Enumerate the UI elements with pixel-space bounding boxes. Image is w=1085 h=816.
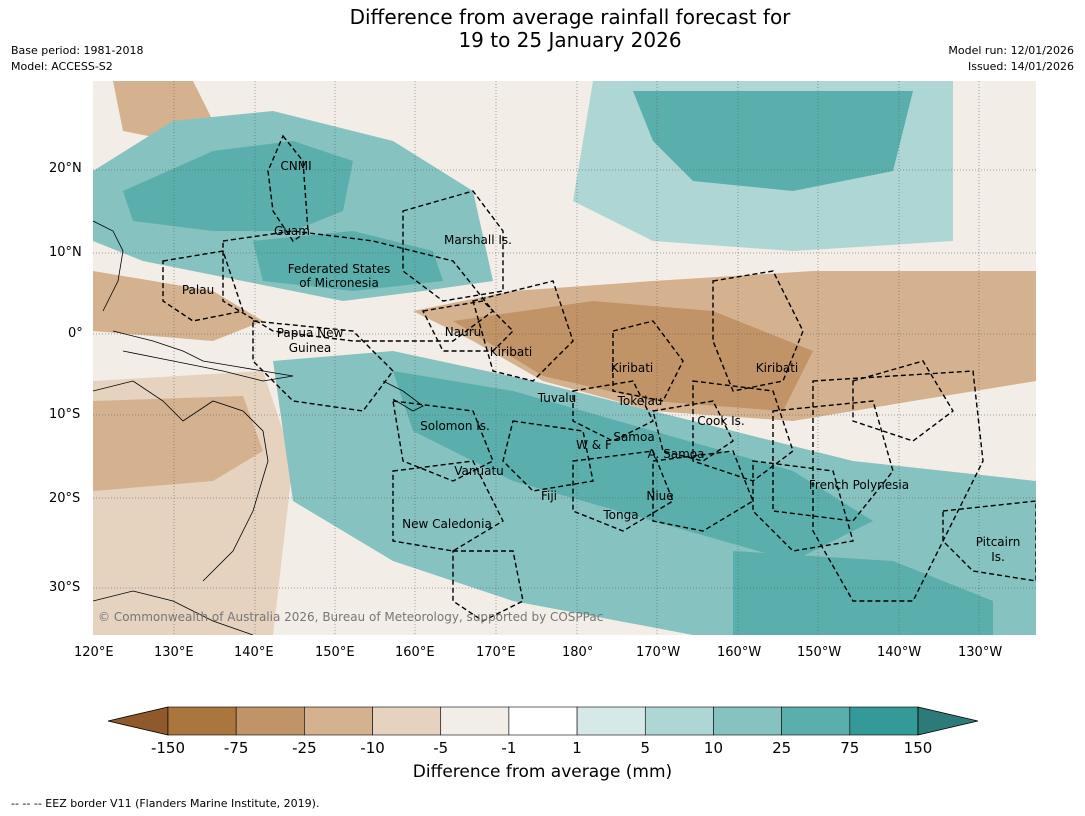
title-line-1: Difference from average rainfall forecas… xyxy=(349,5,791,29)
title-line-2: 19 to 25 January 2026 xyxy=(458,28,682,52)
lon-tick: 130°W xyxy=(958,645,1003,660)
colorbar-swatch xyxy=(167,706,237,736)
region-label: Kiribati xyxy=(489,345,533,359)
eez-legend-text: -- -- -- EEZ border V11 (Flanders Marine… xyxy=(11,797,320,810)
region-label: Tokelau xyxy=(617,394,663,408)
lon-tick: 140°E xyxy=(234,645,274,660)
base-period-text: Base period: 1981-2018 xyxy=(11,44,144,57)
map-canvas xyxy=(93,81,1036,635)
colorbar-swatch xyxy=(713,706,782,736)
lon-tick: 180° xyxy=(562,645,594,660)
lon-tick: 120°E xyxy=(74,645,114,660)
dry-zone-australia-inner xyxy=(93,396,263,491)
region-label: Fiji xyxy=(540,489,558,503)
region-label: Cook Is. xyxy=(697,414,745,428)
dry-zone-png xyxy=(93,271,263,341)
lon-tick: 150°W xyxy=(797,645,842,660)
region-label: Guam xyxy=(274,224,310,238)
region-label: Marshall Is. xyxy=(444,233,512,247)
colorbar-swatch xyxy=(235,706,305,736)
lat-tick: 0° xyxy=(68,326,83,341)
region-label: Samoa xyxy=(613,430,655,444)
region-label: Niue xyxy=(646,489,674,503)
colorbar-swatch xyxy=(849,706,919,736)
colorbar-title: Difference from average (mm) xyxy=(412,762,673,782)
region-label: Pitcairn xyxy=(975,535,1021,549)
colorbar-extend-high xyxy=(917,706,978,736)
colorbar xyxy=(108,706,978,736)
region-label: W & F xyxy=(576,438,612,452)
colorbar-swatch xyxy=(576,706,646,736)
lon-tick: 170°E xyxy=(476,645,516,660)
colorbar-swatch xyxy=(440,706,510,736)
region-label: A. Samoa xyxy=(647,447,705,461)
lat-tick: 10°N xyxy=(49,245,82,260)
lon-tick: 130°E xyxy=(154,645,194,660)
colorbar-label: 5 xyxy=(640,739,651,757)
region-label: Federated States xyxy=(287,262,391,276)
region-label: Kiribati xyxy=(610,361,654,375)
region-label: CNMI xyxy=(280,159,312,173)
colorbar-swatch xyxy=(508,706,578,736)
region-label: Is. xyxy=(991,550,1005,564)
region-label: Nauru xyxy=(444,325,482,339)
colorbar-swatch xyxy=(781,706,851,736)
region-label: French Polynesia xyxy=(808,478,910,492)
wet-zone-micronesia-core xyxy=(123,141,353,231)
colorbar-extend-low xyxy=(108,706,169,736)
colorbar-label: 25 xyxy=(772,739,792,757)
colorbar-label: -150 xyxy=(150,739,186,757)
map-title: Difference from average rainfall forecas… xyxy=(0,6,1085,52)
colorbar-swatch xyxy=(304,706,373,736)
lon-tick: 170°W xyxy=(636,645,681,660)
graticule xyxy=(93,81,1036,635)
dry-zone-equatorial-core xyxy=(453,301,813,411)
region-label: Guinea xyxy=(288,341,332,355)
region-label: Tuvalu xyxy=(537,391,577,405)
lon-tick: 150°E xyxy=(315,645,355,660)
lat-tick: 20°S xyxy=(49,491,81,506)
region-label: Vanuatu xyxy=(454,464,504,478)
colorbar-label: 75 xyxy=(840,739,860,757)
colorbar-label: -1 xyxy=(501,739,517,757)
colorbar-swatch xyxy=(372,706,442,736)
wet-zone-fsm xyxy=(253,231,443,291)
colorbar-label: -10 xyxy=(360,739,385,757)
colorbar-label: -5 xyxy=(433,739,449,757)
lat-tick: 30°S xyxy=(49,580,81,595)
lat-tick: 20°N xyxy=(49,161,82,176)
lat-tick: 10°S xyxy=(49,407,81,422)
issued-text: Issued: 14/01/2026 xyxy=(967,60,1074,73)
lon-tick: 160°E xyxy=(395,645,435,660)
region-label: of Micronesia xyxy=(299,276,379,290)
region-label: Tonga xyxy=(603,508,639,522)
wet-zone-south xyxy=(733,551,993,635)
wet-zone-north-east-core xyxy=(633,91,913,191)
region-label: New Caledonia xyxy=(402,517,492,531)
meta-right: Model run: 12/01/2026 Issued: 14/01/2026 xyxy=(948,43,1074,75)
eez-borders xyxy=(162,134,1036,622)
model-run-text: Model run: 12/01/2026 xyxy=(948,44,1074,57)
model-text: Model: ACCESS-S2 xyxy=(11,60,113,73)
colorbar-label: 1 xyxy=(572,739,582,757)
colorbar-swatch xyxy=(644,706,714,736)
region-label: Kiribati xyxy=(755,361,799,375)
lon-tick: 140°W xyxy=(877,645,922,660)
colorbar-label: 150 xyxy=(903,739,933,757)
region-label: Palau xyxy=(181,283,215,297)
copyright-text: © Commonwealth of Australia 2026, Bureau… xyxy=(98,610,604,624)
rainfall-anomaly-map xyxy=(93,81,1036,635)
colorbar-label: -75 xyxy=(223,739,249,757)
region-label: Solomon Is. xyxy=(420,419,490,433)
wet-zone-spcz-core xyxy=(393,371,873,561)
meta-left: Base period: 1981-2018 Model: ACCESS-S2 xyxy=(11,43,143,75)
lon-tick: 160°W xyxy=(717,645,762,660)
colorbar-label: 10 xyxy=(703,739,723,757)
region-label: Papua New xyxy=(276,326,344,340)
colorbar-label: -25 xyxy=(292,739,317,757)
